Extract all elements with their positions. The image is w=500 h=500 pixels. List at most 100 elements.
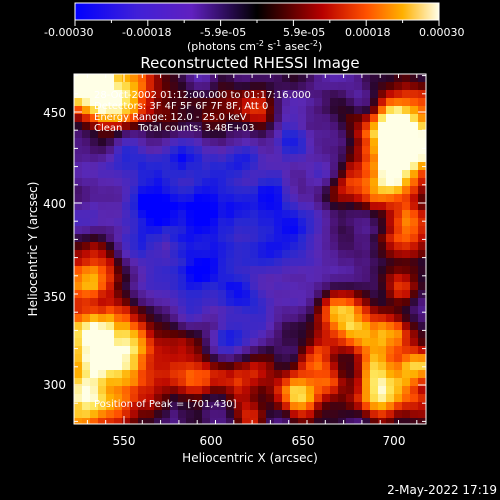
heatmap-pixel	[418, 370, 426, 379]
heatmap-pixel	[338, 354, 347, 363]
heatmap-pixel	[250, 282, 259, 291]
heatmap-pixel	[282, 186, 291, 195]
heatmap-pixel	[122, 194, 131, 203]
heatmap-pixel	[386, 394, 395, 403]
heatmap-pixel	[386, 74, 395, 83]
heatmap-pixel	[178, 362, 187, 371]
heatmap-pixel	[314, 378, 323, 387]
heatmap-pixel	[290, 402, 299, 411]
heatmap-pixel	[330, 378, 339, 387]
heatmap-pixel	[90, 370, 99, 379]
heatmap-pixel	[242, 138, 251, 147]
heatmap-pixel	[242, 314, 251, 323]
heatmap-pixel	[106, 418, 115, 424]
heatmap-pixel	[130, 106, 139, 115]
heatmap-pixel	[114, 98, 123, 107]
heatmap-pixel	[114, 130, 123, 139]
heatmap-pixel	[226, 234, 235, 243]
heatmap-pixel	[114, 322, 123, 331]
heatmap-pixel	[154, 106, 163, 115]
heatmap-pixel	[154, 162, 163, 171]
heatmap-pixel	[154, 314, 163, 323]
heatmap-pixel	[410, 194, 419, 203]
heatmap-pixel	[146, 274, 155, 283]
heatmap-pixel	[322, 386, 331, 395]
heatmap-pixel	[394, 202, 403, 211]
heatmap-pixel	[370, 274, 379, 283]
heatmap-pixel	[162, 282, 171, 291]
heatmap-pixel	[394, 90, 403, 99]
heatmap-pixel	[178, 178, 187, 187]
heatmap-pixel	[402, 178, 411, 187]
heatmap-pixel	[146, 114, 155, 123]
heatmap-pixel	[170, 362, 179, 371]
heatmap-pixel	[314, 82, 323, 91]
heatmap-pixel	[194, 234, 203, 243]
heatmap-pixel	[338, 386, 347, 395]
heatmap-pixel	[250, 258, 259, 267]
heatmap-pixel	[98, 234, 107, 243]
heatmap-pixel	[258, 186, 267, 195]
heatmap-pixel	[338, 338, 347, 347]
heatmap-pixel	[178, 282, 187, 291]
heatmap-pixel	[306, 330, 315, 339]
heatmap-pixel	[146, 258, 155, 267]
heatmap-pixel	[378, 218, 387, 227]
heatmap-pixel	[98, 178, 107, 187]
heatmap-pixel	[402, 194, 411, 203]
heatmap-pixel	[298, 146, 307, 155]
heatmap-pixel	[242, 98, 251, 107]
heatmap-pixel	[362, 290, 371, 299]
heatmap-pixel	[98, 106, 107, 115]
heatmap-pixel	[410, 122, 419, 131]
heatmap-pixel	[394, 170, 403, 179]
heatmap-pixel	[346, 330, 355, 339]
heatmap-pixel	[314, 98, 323, 107]
heatmap-pixel	[250, 218, 259, 227]
heatmap-pixel	[90, 138, 99, 147]
heatmap-pixel	[74, 178, 83, 187]
heatmap-pixel	[178, 298, 187, 307]
heatmap-pixel	[114, 226, 123, 235]
heatmap-pixel	[162, 402, 171, 411]
heatmap-pixel	[178, 330, 187, 339]
heatmap-pixel	[418, 178, 426, 187]
heatmap-pixel	[218, 226, 227, 235]
heatmap-pixel	[186, 346, 195, 355]
colorbar-ticks	[74, 20, 440, 26]
heatmap-pixel	[418, 410, 426, 419]
heatmap-pixel	[378, 306, 387, 315]
heatmap-pixel	[298, 314, 307, 323]
heatmap-pixel	[130, 202, 139, 211]
heatmap-pixel	[218, 162, 227, 171]
heatmap-pixel	[362, 90, 371, 99]
heatmap-pixel	[314, 122, 323, 131]
heatmap-pixel	[394, 106, 403, 115]
heatmap-pixel	[98, 162, 107, 171]
heatmap-pixel	[194, 226, 203, 235]
heatmap-pixel	[274, 202, 283, 211]
heatmap-pixel	[274, 282, 283, 291]
heatmap-pixel	[178, 122, 187, 131]
heatmap-pixel	[82, 258, 91, 267]
annotation-peak-position: Position of Peak = [701,430]	[94, 399, 237, 410]
heatmap-pixel	[226, 410, 235, 419]
heatmap-pixel	[106, 138, 115, 147]
heatmap-pixel	[186, 250, 195, 259]
heatmap-pixel	[234, 130, 243, 139]
heatmap-pixel	[154, 98, 163, 107]
heatmap-pixel	[346, 154, 355, 163]
heatmap-pixel	[162, 106, 171, 115]
heatmap-pixel	[306, 90, 315, 99]
heatmap-pixel	[370, 130, 379, 139]
heatmap-pixel	[146, 74, 155, 83]
heatmap-pixel	[234, 314, 243, 323]
heatmap-pixel	[234, 250, 243, 259]
heatmap-pixel	[194, 370, 203, 379]
heatmap-pixel	[322, 106, 331, 115]
heatmap-pixel	[186, 106, 195, 115]
heatmap-pixel	[330, 314, 339, 323]
heatmap-pixel	[74, 410, 83, 419]
heatmap-pixel	[362, 418, 371, 424]
heatmap-pixel	[282, 74, 291, 83]
